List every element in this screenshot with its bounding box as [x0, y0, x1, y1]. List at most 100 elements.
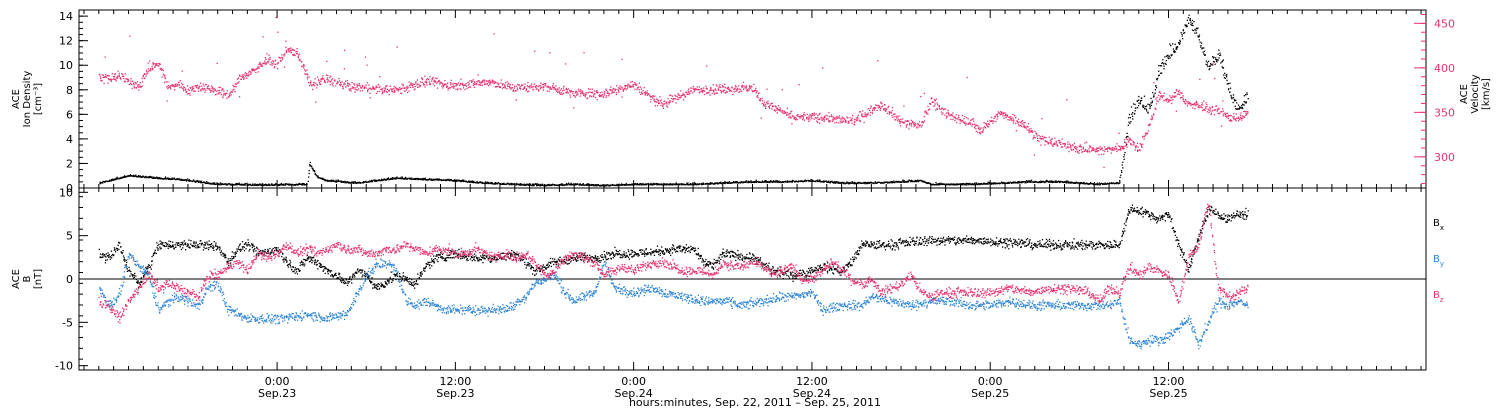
data-point	[938, 106, 940, 108]
data-point	[212, 182, 214, 184]
data-point	[448, 87, 450, 89]
data-point	[631, 184, 633, 186]
data-point	[349, 84, 351, 86]
data-point	[652, 95, 655, 97]
data-point	[878, 181, 880, 184]
data-point	[152, 64, 154, 66]
data-point	[1235, 99, 1237, 101]
data-point	[621, 58, 623, 61]
data-point	[768, 107, 771, 110]
data-point	[768, 106, 770, 108]
data-point	[391, 88, 393, 91]
data-point	[1221, 60, 1224, 62]
data-point	[1161, 62, 1163, 64]
data-point	[461, 180, 463, 182]
data-point	[845, 182, 848, 184]
data-point	[1188, 14, 1190, 16]
data-point	[1132, 118, 1134, 120]
data-point	[1082, 182, 1084, 184]
data-point	[123, 176, 125, 178]
data-point	[622, 184, 624, 186]
data-point	[845, 182, 847, 184]
data-point	[312, 88, 314, 91]
data-point	[120, 78, 122, 80]
data-point	[987, 183, 990, 185]
data-point	[622, 89, 624, 91]
data-point	[869, 111, 872, 114]
data-point	[420, 178, 422, 181]
data-point	[400, 176, 402, 179]
data-point	[450, 84, 452, 86]
data-point	[778, 109, 780, 111]
data-point	[578, 88, 580, 90]
data-point	[137, 175, 140, 177]
data-point	[1150, 97, 1152, 100]
data-point	[188, 180, 191, 182]
data-point	[1232, 101, 1234, 104]
data-point	[774, 105, 776, 107]
data-point	[508, 83, 510, 85]
data-point	[546, 90, 548, 92]
data-point	[977, 131, 979, 134]
data-point	[767, 180, 769, 183]
data-point	[497, 84, 500, 86]
data-point	[980, 133, 982, 135]
data-point	[960, 119, 962, 121]
data-point	[194, 180, 196, 183]
data-point	[313, 170, 316, 172]
data-point	[528, 184, 530, 186]
data-point	[1051, 180, 1053, 182]
data-point	[785, 112, 787, 114]
data-point	[770, 180, 772, 182]
data-point	[597, 91, 599, 93]
data-point	[648, 94, 651, 96]
data-point	[720, 181, 722, 183]
data-point	[716, 85, 718, 87]
data-point	[895, 119, 897, 121]
data-point	[1219, 54, 1221, 57]
data-point	[257, 183, 259, 186]
data-point	[546, 86, 548, 88]
data-point	[483, 81, 486, 83]
data-point	[387, 177, 390, 179]
data-point	[489, 79, 491, 81]
data-point	[602, 94, 604, 96]
data-point	[453, 179, 455, 181]
data-point	[591, 91, 594, 93]
data-point	[247, 184, 249, 186]
data-point	[971, 125, 973, 127]
data-point	[738, 91, 740, 93]
data-point	[185, 88, 187, 90]
data-point	[936, 107, 938, 110]
data-point	[657, 99, 660, 102]
data-point	[373, 88, 376, 90]
data-point	[885, 110, 887, 112]
data-point	[191, 88, 193, 91]
data-point	[563, 85, 565, 87]
data-point	[381, 90, 383, 92]
data-point	[750, 87, 752, 89]
data-point	[808, 120, 810, 122]
data-point	[771, 105, 774, 107]
data-point	[612, 184, 614, 186]
data-point	[1059, 180, 1062, 183]
data-point	[166, 178, 168, 180]
data-point	[1226, 79, 1228, 81]
data-point	[965, 117, 968, 119]
data-point	[140, 176, 142, 178]
data-point	[673, 184, 675, 186]
data-point	[552, 86, 554, 88]
data-point	[724, 83, 726, 85]
data-point	[193, 179, 195, 181]
data-point	[839, 182, 841, 184]
data-point	[791, 123, 793, 125]
data-point	[657, 101, 659, 103]
data-point	[1132, 112, 1134, 114]
data-point	[832, 116, 834, 118]
data-point	[596, 91, 598, 93]
data-point	[219, 182, 222, 184]
data-point	[853, 123, 856, 125]
data-point	[325, 74, 328, 76]
data-point	[1066, 182, 1068, 184]
data-point	[283, 183, 285, 185]
